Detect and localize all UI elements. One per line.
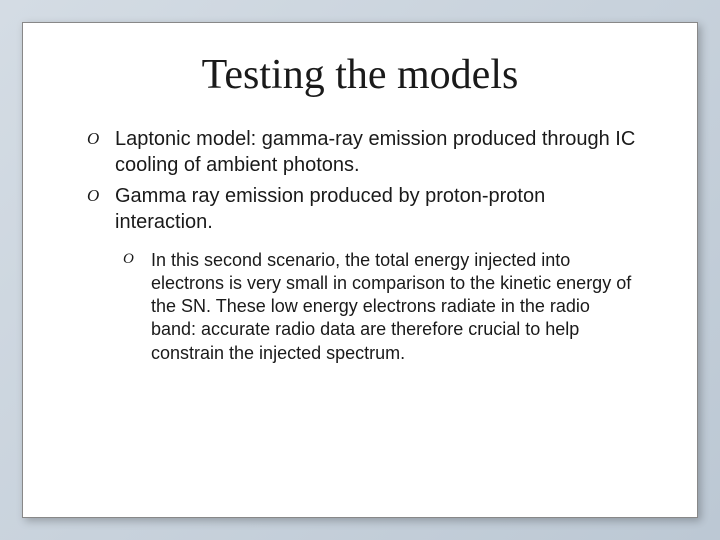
bullet-item: Gamma ray emission produced by proton-pr… — [83, 184, 637, 364]
bullet-text: Laptonic model: gamma-ray emission produ… — [115, 128, 635, 176]
bullet-item: Laptonic model: gamma-ray emission produ… — [83, 127, 637, 178]
sub-bullet-text: In this second scenario, the total energ… — [151, 250, 631, 362]
slide-title: Testing the models — [83, 51, 637, 99]
bullet-list: Laptonic model: gamma-ray emission produ… — [83, 127, 637, 365]
slide-card: Testing the models Laptonic model: gamma… — [22, 22, 698, 518]
sub-bullet-list: In this second scenario, the total energ… — [119, 249, 637, 364]
bullet-text: Gamma ray emission produced by proton-pr… — [115, 185, 545, 233]
sub-bullet-item: In this second scenario, the total energ… — [119, 249, 637, 364]
